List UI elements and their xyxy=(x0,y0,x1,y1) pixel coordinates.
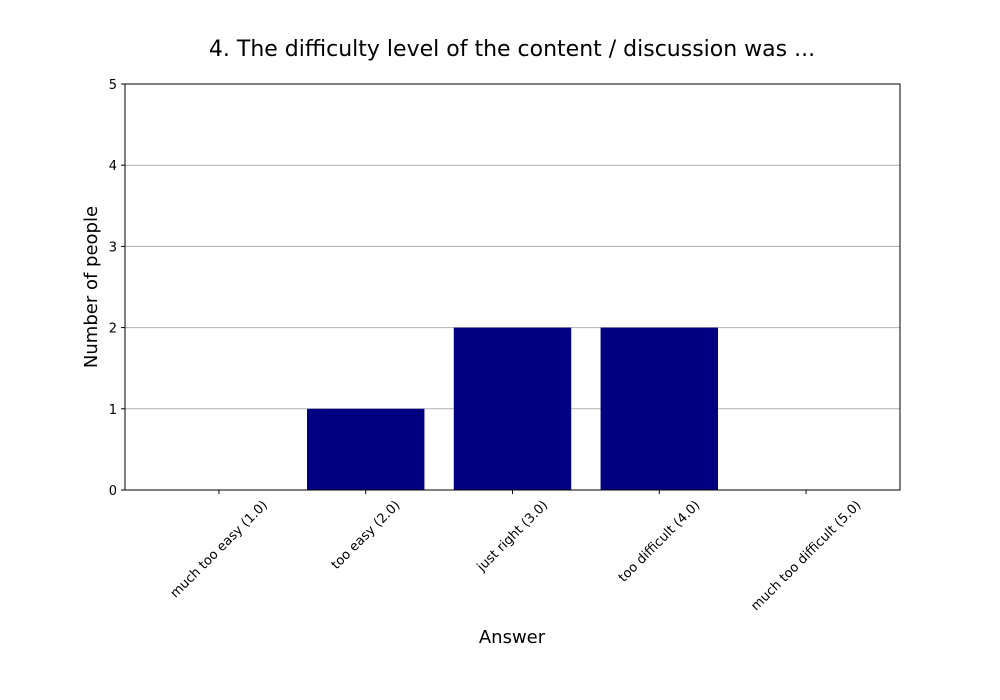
bar xyxy=(453,327,572,490)
y-tick-label: 2 xyxy=(109,322,117,337)
bars xyxy=(307,327,718,490)
bar xyxy=(600,327,718,490)
x-axis-label: Answer xyxy=(479,627,546,648)
y-tick-label: 3 xyxy=(109,240,117,255)
y-tick-label: 4 xyxy=(109,159,117,174)
y-axis-label: Number of people xyxy=(81,206,102,368)
y-tick-label: 1 xyxy=(109,403,117,418)
y-tick-label: 0 xyxy=(109,484,117,499)
chart-title: 4. The difficulty level of the content /… xyxy=(209,37,815,62)
y-tick-label: 5 xyxy=(109,78,117,93)
bar xyxy=(307,408,425,490)
